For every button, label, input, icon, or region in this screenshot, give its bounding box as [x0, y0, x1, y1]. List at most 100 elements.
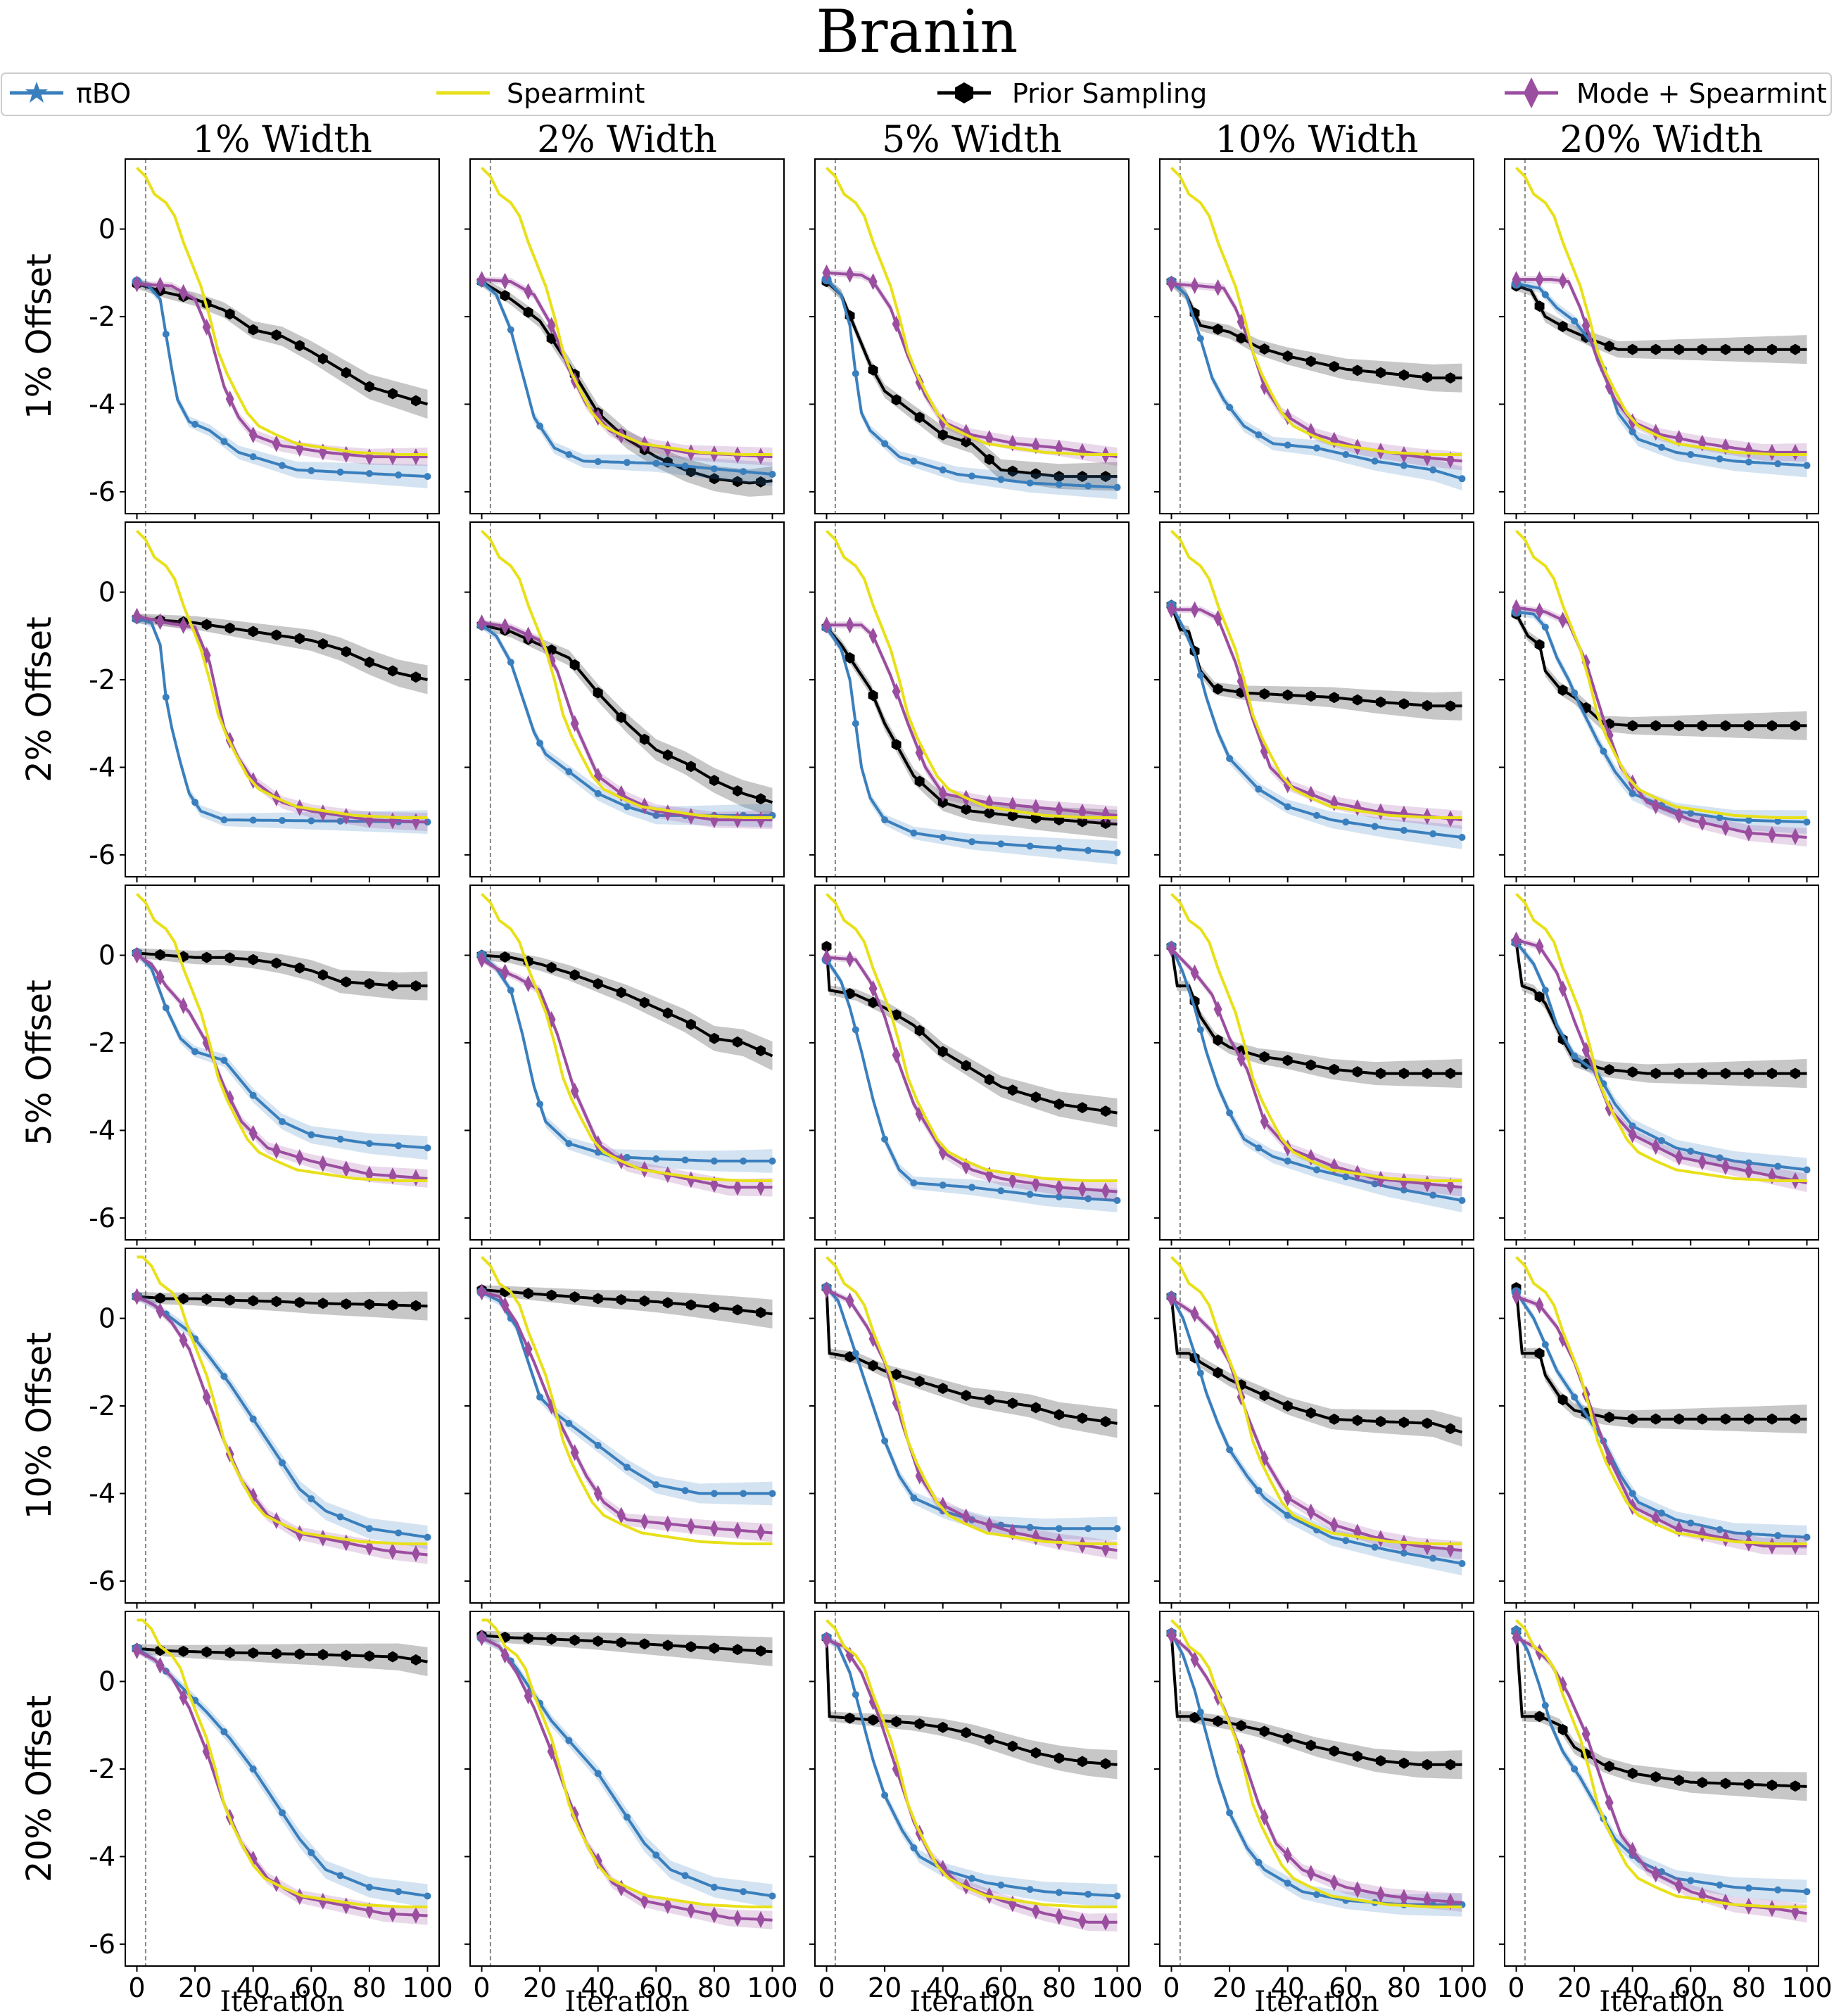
y-tick-label: -2: [89, 1754, 115, 1784]
marker-mode: [1512, 1288, 1521, 1305]
marker-mode: [411, 448, 420, 466]
marker-mode: [985, 1516, 994, 1534]
series-spearmint: [136, 893, 428, 1182]
marker-pibo: [220, 1728, 228, 1736]
marker-prior: [1697, 1777, 1707, 1789]
marker-mode: [1101, 1182, 1110, 1200]
subplot-r1-c2: [809, 521, 1130, 882]
marker-prior: [1398, 698, 1409, 710]
marker-prior: [500, 951, 510, 963]
marker-pibo: [279, 1459, 286, 1466]
marker-pibo: [1716, 1526, 1724, 1533]
marker-prior: [1790, 1067, 1800, 1079]
marker-pibo: [1400, 1549, 1408, 1557]
legend-entry-mode-spearmint[interactable]: Mode + Spearmint: [1505, 77, 1827, 109]
marker-mode: [845, 1292, 854, 1310]
marker-prior: [662, 1297, 673, 1309]
marker-prior: [294, 1648, 305, 1660]
series-spearmint: [826, 530, 1118, 819]
marker-prior: [1604, 1412, 1614, 1424]
marker-prior: [756, 1307, 766, 1319]
marker-prior: [224, 308, 235, 320]
plot-area: [1511, 1256, 1811, 1556]
row-title: 5% Offset: [20, 980, 59, 1146]
marker-prior: [201, 1646, 212, 1658]
marker-prior: [662, 1640, 673, 1652]
marker-mode: [663, 804, 672, 822]
column-title: 2% Width: [537, 119, 717, 161]
marker-mode: [1558, 272, 1567, 290]
marker-prior: [756, 1645, 766, 1657]
marker-prior: [685, 466, 696, 478]
marker-prior: [937, 1046, 948, 1058]
marker-mode: [892, 1046, 901, 1064]
plot-area: [1166, 530, 1466, 849]
series-mode: [822, 616, 1118, 825]
marker-pibo: [881, 1437, 889, 1445]
series-prior: [132, 947, 428, 1001]
marker-prior: [1766, 1413, 1777, 1425]
marker-pibo: [1716, 814, 1724, 821]
marker-pibo: [1629, 1122, 1636, 1130]
marker-mode: [318, 1892, 327, 1910]
marker-pibo: [1571, 1393, 1579, 1401]
marker-mode: [156, 1302, 165, 1320]
axes-frame: [1159, 1248, 1474, 1604]
series-spearmint: [481, 893, 773, 1182]
marker-pibo: [1026, 842, 1034, 850]
marker-mode: [1167, 940, 1176, 958]
confidence-band-pibo: [481, 277, 773, 486]
marker-pibo: [681, 1487, 689, 1495]
marker-pibo: [1745, 1159, 1752, 1167]
marker-mode: [1260, 1113, 1269, 1130]
series-spearmint: [826, 893, 1118, 1182]
marker-mode: [1512, 271, 1521, 289]
marker-prior: [616, 711, 626, 723]
marker-mode: [1721, 1158, 1730, 1175]
marker-pibo: [740, 1490, 747, 1497]
marker-prior: [732, 1644, 742, 1656]
marker-prior: [1790, 1780, 1800, 1792]
marker-pibo: [681, 1156, 689, 1164]
marker-pibo: [507, 987, 514, 994]
marker-prior: [1101, 471, 1111, 483]
marker-pibo: [1400, 462, 1408, 469]
legend-entry-spearmint[interactable]: Spearmint: [436, 78, 645, 109]
y-tick-label: -6: [89, 839, 115, 870]
marker-prior: [1557, 321, 1568, 332]
marker-pibo: [1458, 1560, 1466, 1567]
marker-prior: [1101, 1758, 1111, 1770]
series-mode: [132, 275, 428, 467]
marker-pibo: [1084, 847, 1092, 854]
marker-prior: [1743, 1413, 1754, 1425]
marker-pibo: [1196, 671, 1204, 679]
marker-pibo: [652, 1155, 660, 1162]
marker-prior: [868, 996, 878, 1008]
marker-prior: [1446, 1423, 1455, 1435]
marker-mode: [1260, 1808, 1269, 1826]
marker-prior: [1720, 720, 1731, 732]
marker-pibo: [997, 1881, 1005, 1889]
series-line-mode: [137, 614, 428, 824]
marker-pibo: [1745, 816, 1752, 824]
marker-pibo: [249, 453, 257, 461]
subplot-r2-c0: 0 -2 -4 -6: [89, 885, 440, 1245]
marker-mode: [1674, 1877, 1683, 1894]
series-line-spearmint: [1170, 1256, 1462, 1545]
marker-mode: [477, 951, 486, 968]
marker-mode: [132, 275, 141, 293]
marker-prior: [1446, 1758, 1455, 1770]
marker-pibo: [852, 1026, 859, 1034]
marker-prior: [1650, 1771, 1661, 1783]
marker-mode: [1054, 1179, 1063, 1196]
marker-pibo: [279, 1118, 286, 1125]
marker-mode: [1399, 1173, 1408, 1191]
marker-prior: [593, 1293, 603, 1305]
marker-pibo: [1429, 1191, 1437, 1199]
legend-entry-pibo[interactable]: πBO: [10, 78, 131, 109]
marker-mode: [868, 627, 878, 645]
plot-area: [476, 1618, 776, 1929]
legend-entry-prior-sampling[interactable]: Prior Sampling: [937, 78, 1207, 109]
marker-prior: [937, 797, 948, 809]
marker-mode: [477, 614, 486, 632]
